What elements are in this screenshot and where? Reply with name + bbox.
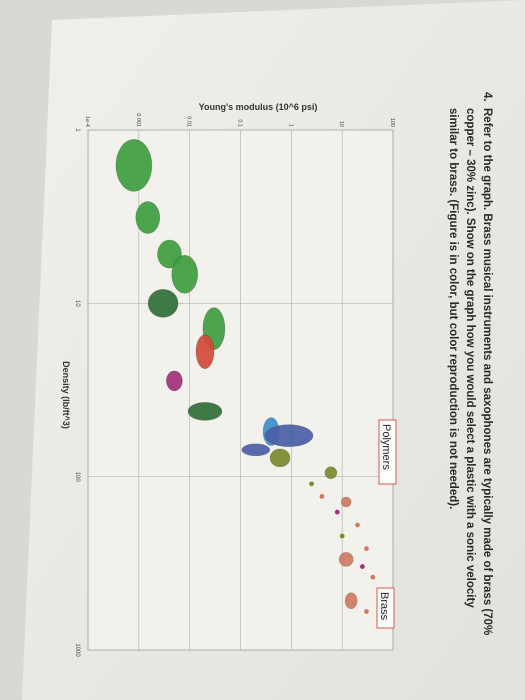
material-point xyxy=(364,609,369,614)
y-tick-label: 1e-4 xyxy=(84,116,90,127)
material-point xyxy=(334,509,340,515)
x-tick-label: 1000 xyxy=(74,643,80,657)
y-tick-label: 0.001 xyxy=(135,113,141,127)
material-bubbles xyxy=(115,139,376,614)
material-point xyxy=(309,481,314,487)
metal-bubble xyxy=(338,552,354,567)
brass-label-box: Brass xyxy=(376,587,395,629)
material-point xyxy=(339,533,345,539)
x-tick-label: 1 xyxy=(74,128,80,132)
wood-bubble xyxy=(187,402,223,421)
foam-bubble xyxy=(135,201,161,234)
foam-bubble xyxy=(171,255,199,294)
x-axis-label: Density (lb/ft^3) xyxy=(61,361,71,429)
material-point xyxy=(359,564,365,569)
material-point xyxy=(355,522,360,528)
question-line-1: Refer to the graph. Brass musical instru… xyxy=(481,108,493,635)
material-point xyxy=(364,546,369,551)
x-tick-label: 10 xyxy=(74,300,80,307)
polymer-bubble xyxy=(264,424,314,447)
y-tick-label: 0.01 xyxy=(186,116,192,127)
y-tick-label: 10 xyxy=(338,121,344,127)
y-tick-label: 100 xyxy=(389,118,395,127)
question-block: 4. Refer to the graph. Brass musical ins… xyxy=(447,92,493,635)
plot-rotated: 1 10 100 1000 1e-4 0.001 0.01 0.1 1 10 100 Polymer… xyxy=(61,113,397,657)
composite-bubble xyxy=(324,466,338,480)
tick-labels: 1 10 100 1000 1e-4 0.001 0.01 0.1 1 10 100 xyxy=(74,113,395,657)
material-point xyxy=(319,494,325,499)
foam-bubble xyxy=(147,289,179,318)
polymers-label-box: Polymers xyxy=(378,419,397,485)
ashby-chart: 1 10 100 1000 1e-4 0.001 0.01 0.1 1 10 100 Polymer… xyxy=(61,102,397,657)
x-tick-label: 100 xyxy=(74,472,80,483)
y-axis-label: Young's modulus (10^6 psi) xyxy=(199,102,318,112)
y-tick-label: 0.1 xyxy=(237,119,243,127)
elastomer-bubble xyxy=(166,370,183,392)
composite-bubble xyxy=(269,448,291,468)
elastomer-bubble xyxy=(195,334,215,369)
grid-lines xyxy=(87,129,394,651)
y-tick-label: 1 xyxy=(287,124,293,127)
metal-bubble xyxy=(340,496,352,508)
foam-bubble xyxy=(115,139,153,192)
polymer-bubble xyxy=(241,443,271,457)
question-number: 4. xyxy=(481,92,493,102)
question-line-3: similar to brass. (Figure is in color, b… xyxy=(447,108,459,509)
metal-bubble xyxy=(344,592,358,610)
polymers-label: Polymers xyxy=(380,424,392,470)
question-line-2: copper – 30% zinc). Show on the graph ho… xyxy=(464,108,476,608)
material-point xyxy=(370,574,376,580)
brass-label: Brass xyxy=(378,592,390,621)
